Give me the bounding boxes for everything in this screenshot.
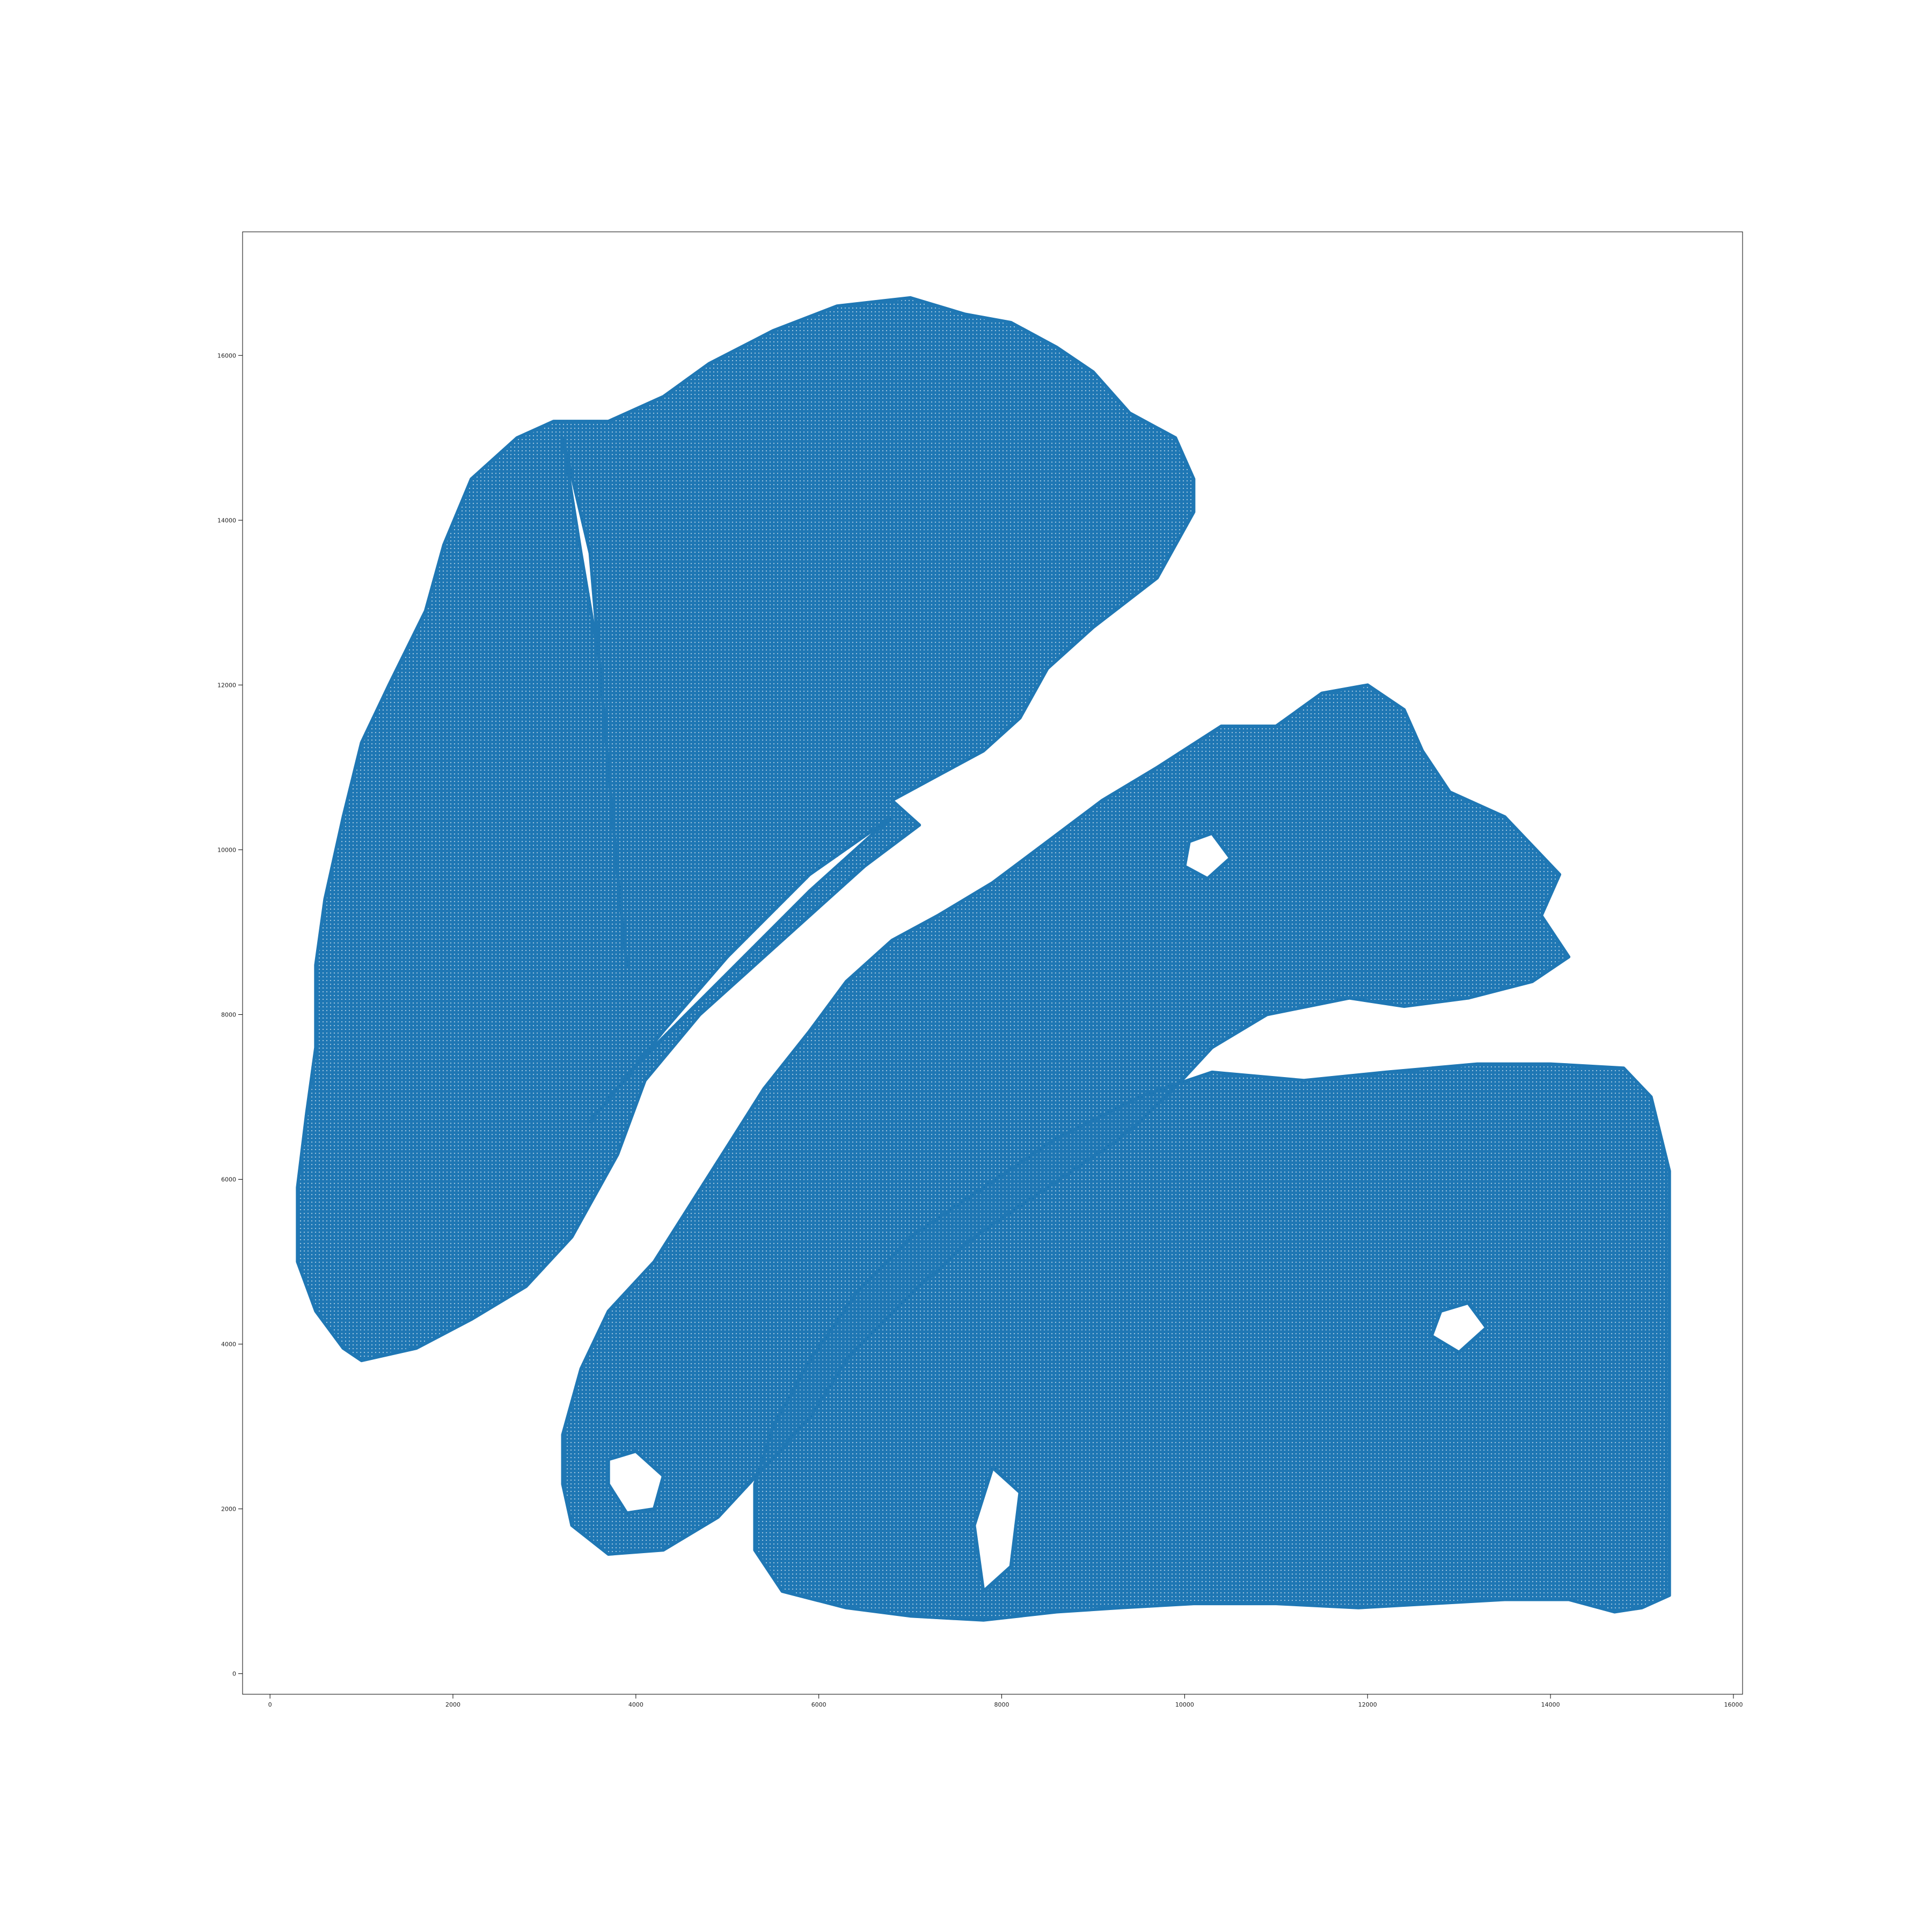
axes-frame [242,231,1743,1695]
x-tick-label: 4000 [628,1701,643,1708]
y-tick-label: 4000 [221,1341,236,1348]
scatter-region-3 [753,1062,1671,1622]
y-tick-label: 6000 [221,1176,236,1183]
y-tick-label: 10000 [217,846,236,853]
x-axis: 0 2000 4000 6000 8000 10000 12000 14000 16000 [268,1694,1743,1708]
x-tick-label: 8000 [994,1701,1009,1708]
scatter-region-1 [296,296,1196,1363]
y-axis: 0 2000 4000 6000 8000 10000 12000 14000 16000 [217,352,243,1678]
x-tick-label: 12000 [1358,1701,1377,1708]
y-tick-label: 2000 [221,1506,236,1513]
x-tick-label: 6000 [811,1701,826,1708]
y-tick-label: 14000 [217,517,236,524]
y-tick-label: 16000 [217,352,236,359]
x-tick-label: 0 [268,1701,272,1708]
y-tick-label: 12000 [217,682,236,689]
y-tick-label: 8000 [221,1011,236,1018]
x-tick-label: 16000 [1724,1701,1743,1708]
x-tick-label: 10000 [1175,1701,1194,1708]
y-tick-label: 0 [232,1671,236,1678]
x-tick-label: 2000 [445,1701,460,1708]
x-tick-label: 14000 [1541,1701,1560,1708]
plot-area [296,296,1671,1622]
